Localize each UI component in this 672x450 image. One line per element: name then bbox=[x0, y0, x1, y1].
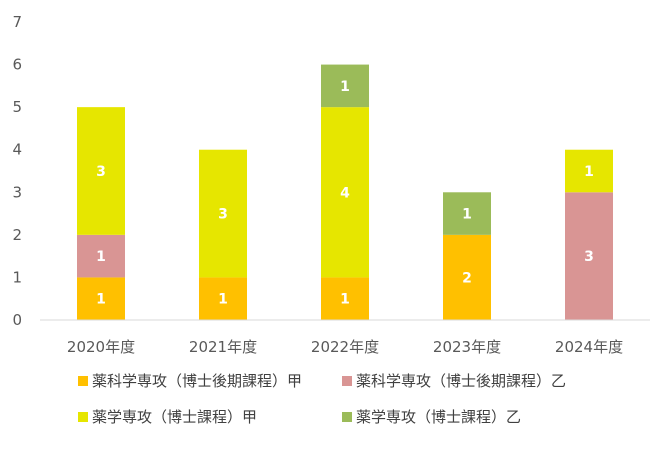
data-label: 1 bbox=[96, 249, 106, 265]
x-tick-label: 2021年度 bbox=[189, 338, 257, 356]
legend-item: 薬学専攻（博士課程）乙 bbox=[342, 408, 521, 426]
data-label: 1 bbox=[96, 292, 106, 308]
legend-swatch bbox=[342, 376, 352, 386]
bar-segment bbox=[77, 277, 125, 320]
y-tick-label: 0 bbox=[12, 311, 22, 329]
x-tick-label: 2024年度 bbox=[555, 338, 623, 356]
bar-segment bbox=[321, 277, 369, 320]
legend-item: 薬科学専攻（博士後期課程）乙 bbox=[342, 372, 566, 390]
bar-segment bbox=[565, 192, 613, 320]
data-label: 3 bbox=[96, 164, 106, 180]
data-label: 1 bbox=[462, 207, 472, 223]
bar-segment bbox=[321, 107, 369, 278]
data-label: 3 bbox=[584, 249, 594, 265]
data-label: 1 bbox=[584, 164, 594, 180]
y-tick-label: 7 bbox=[12, 13, 22, 31]
y-tick-label: 5 bbox=[12, 98, 22, 116]
legend-label: 薬学専攻（博士課程）甲 bbox=[92, 408, 257, 426]
bar-segment bbox=[77, 234, 125, 278]
legend-item: 薬科学専攻（博士後期課程）甲 bbox=[78, 372, 302, 390]
x-axis: 2020年度 2021年度 2022年度 2023年度 2024年度 bbox=[67, 338, 623, 356]
y-tick-label: 4 bbox=[12, 141, 22, 159]
y-tick-label: 6 bbox=[12, 56, 22, 74]
bar-segment bbox=[199, 277, 247, 320]
bars: 1 1 3 1 3 1 4 1 2 1 3 1 bbox=[77, 64, 613, 320]
legend-swatch bbox=[78, 376, 88, 386]
bar-segment bbox=[565, 149, 613, 193]
y-tick-label: 1 bbox=[12, 268, 22, 286]
legend-label: 薬学専攻（博士課程）乙 bbox=[356, 408, 521, 426]
data-label: 1 bbox=[340, 79, 350, 95]
data-label: 1 bbox=[340, 292, 350, 308]
data-label: 1 bbox=[218, 292, 228, 308]
y-axis: 0 1 2 3 4 5 6 7 bbox=[12, 13, 22, 329]
x-tick-label: 2022年度 bbox=[311, 338, 379, 356]
bar-segment bbox=[77, 107, 125, 235]
bar-segment bbox=[443, 234, 491, 320]
legend-swatch bbox=[78, 412, 88, 422]
data-label: 2 bbox=[462, 270, 472, 286]
y-tick-label: 3 bbox=[12, 183, 22, 201]
bar-segment bbox=[199, 149, 247, 278]
data-label: 4 bbox=[340, 185, 350, 201]
legend-swatch bbox=[342, 412, 352, 422]
legend-item: 薬学専攻（博士課程）甲 bbox=[78, 408, 257, 426]
legend-label: 薬科学専攻（博士後期課程）甲 bbox=[92, 372, 302, 390]
x-tick-label: 2020年度 bbox=[67, 338, 135, 356]
bar-segment bbox=[321, 64, 369, 108]
y-tick-label: 2 bbox=[12, 226, 22, 244]
data-label: 3 bbox=[218, 207, 228, 223]
x-tick-label: 2023年度 bbox=[433, 338, 501, 356]
legend-label: 薬科学専攻（博士後期課程）乙 bbox=[356, 372, 566, 390]
bar-segment bbox=[443, 192, 491, 235]
